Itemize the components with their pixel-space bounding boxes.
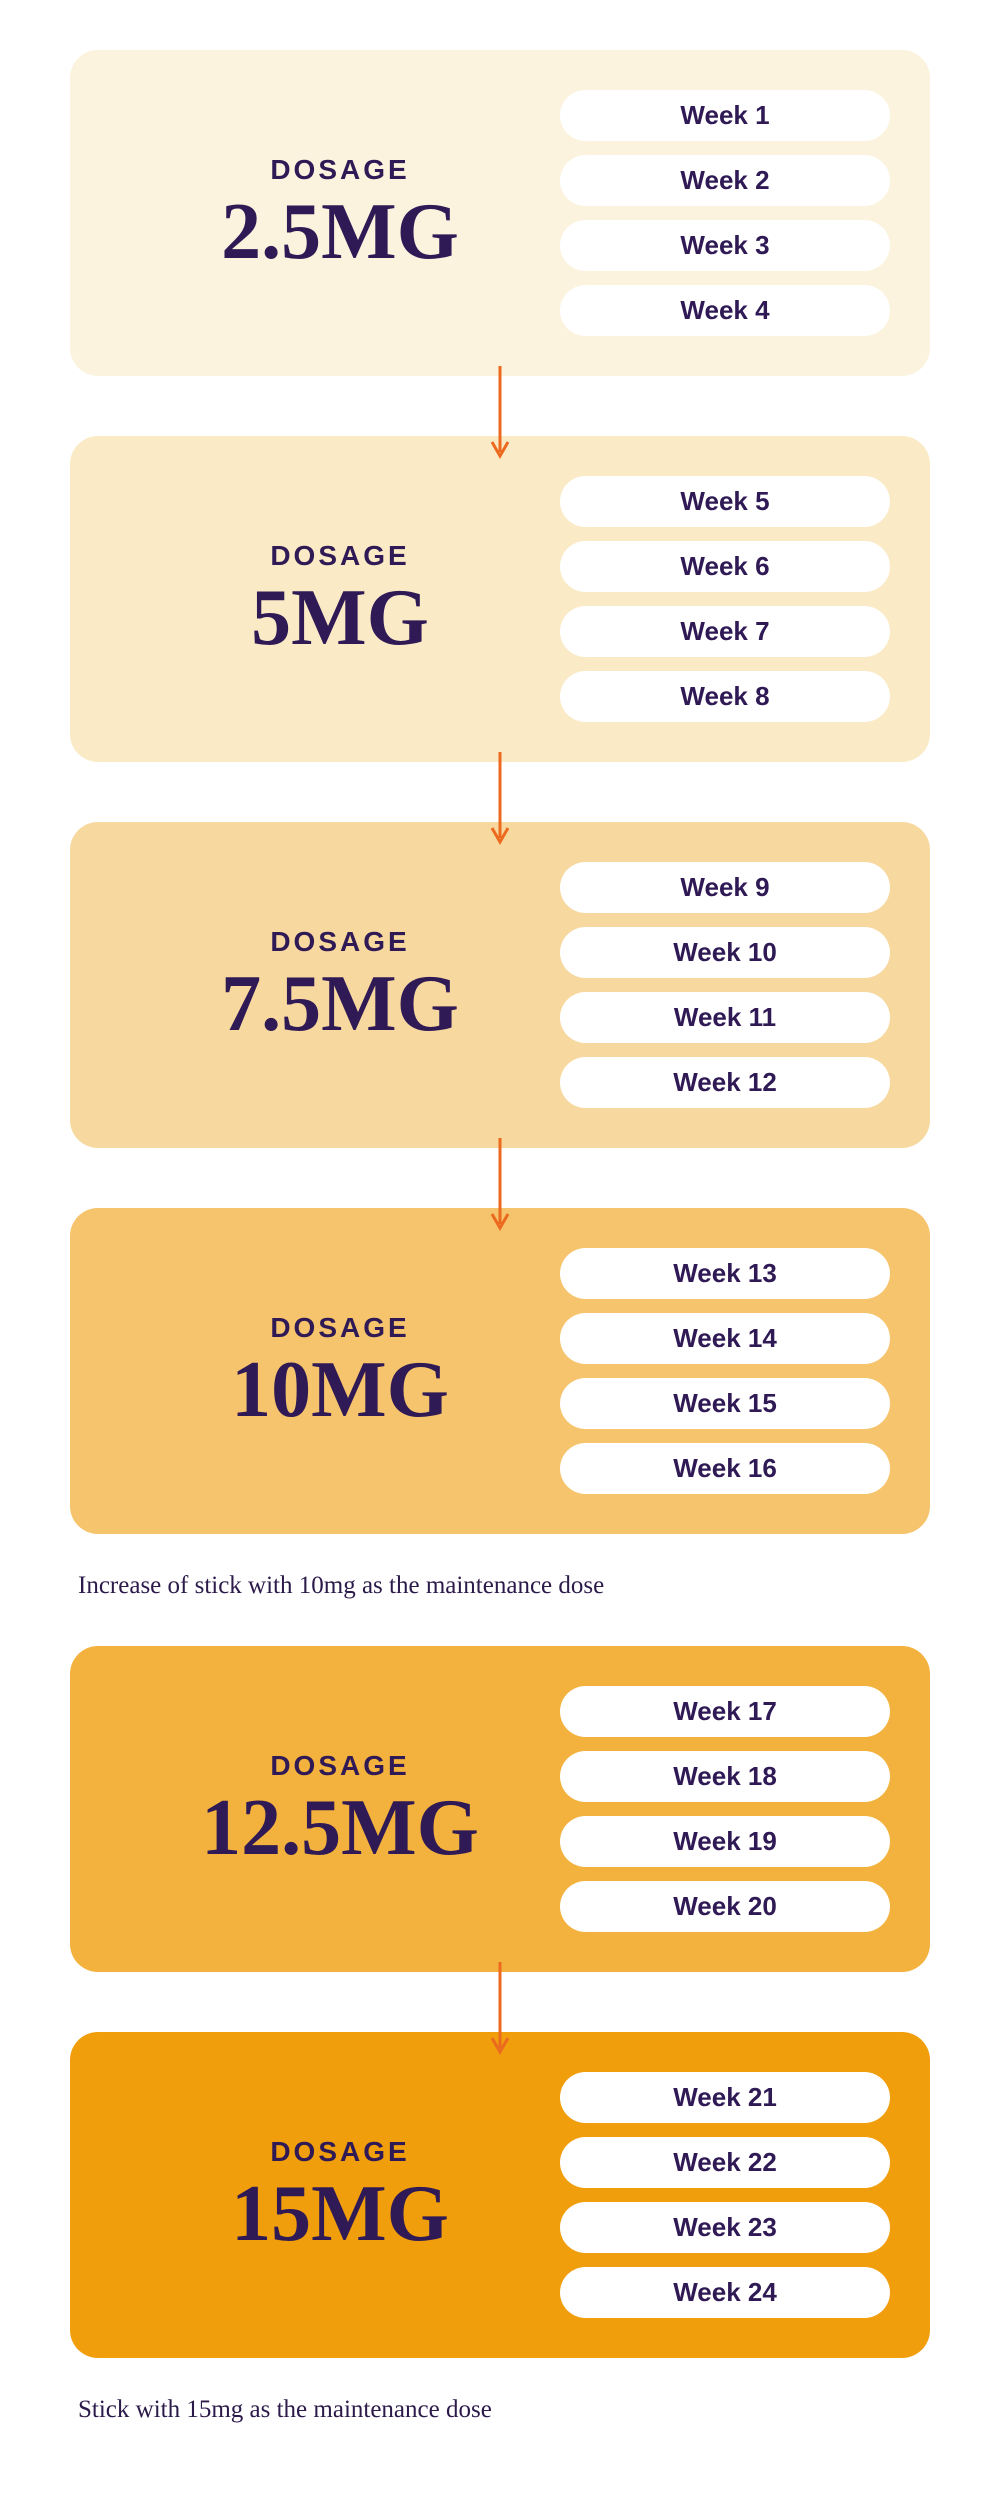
dosage-label: DOSAGE <box>270 1312 409 1344</box>
dosage-schedule-infographic: DOSAGE2.5MGWeek 1Week 2Week 3Week 4DOSAG… <box>70 50 930 2470</box>
dosage-value: 15MG <box>231 2174 449 2254</box>
dosage-label: DOSAGE <box>270 2136 409 2168</box>
dosage-label: DOSAGE <box>270 1750 409 1782</box>
dosage-card-left: DOSAGE 10MG <box>120 1312 560 1430</box>
maintenance-note: Increase of stick with 10mg as the maint… <box>78 1572 930 1600</box>
week-list: Week 13 Week 14 Week 15 Week 16 <box>560 1248 890 1494</box>
week-pill: Week 13 <box>560 1248 890 1299</box>
week-pill: Week 8 <box>560 671 890 722</box>
week-pill: Week 16 <box>560 1443 890 1494</box>
week-pill: Week 14 <box>560 1313 890 1364</box>
dosage-card-1: DOSAGE 2.5MG Week 1 Week 2 Week 3 Week 4 <box>70 50 930 376</box>
week-pill: Week 21 <box>560 2072 890 2123</box>
dosage-card-3: DOSAGE 7.5MG Week 9 Week 10 Week 11 Week 12 <box>70 822 930 1148</box>
week-list: Week 21 Week 22 Week 23 Week 24 <box>560 2072 890 2318</box>
dosage-card-6: DOSAGE 15MG Week 21 Week 22 Week 23 Week 24 <box>70 2032 930 2358</box>
dosage-value: 5MG <box>251 578 429 658</box>
dosage-card-2: DOSAGE 5MG Week 5 Week 6 Week 7 Week 8 <box>70 436 930 762</box>
dosage-card-left: DOSAGE 2.5MG <box>120 154 560 272</box>
week-pill: Week 20 <box>560 1881 890 1932</box>
dosage-label: DOSAGE <box>270 540 409 572</box>
dosage-card-4: DOSAGE 10MG Week 13 Week 14 Week 15 Week 16 <box>70 1208 930 1534</box>
week-list: Week 1 Week 2 Week 3 Week 4 <box>560 90 890 336</box>
week-pill: Week 18 <box>560 1751 890 1802</box>
week-pill: Week 6 <box>560 541 890 592</box>
week-list: Week 5 Week 6 Week 7 Week 8 <box>560 476 890 722</box>
week-pill: Week 22 <box>560 2137 890 2188</box>
dosage-card-left: DOSAGE 5MG <box>120 540 560 658</box>
down-arrow-icon <box>70 1138 930 1228</box>
week-pill: Week 12 <box>560 1057 890 1108</box>
dosage-value: 12.5MG <box>201 1788 479 1868</box>
dosage-card-left: DOSAGE 12.5MG <box>120 1750 560 1868</box>
down-arrow-icon <box>70 1962 930 2052</box>
dosage-card-5: DOSAGE 12.5MG Week 17 Week 18 Week 19 Week 20 <box>70 1646 930 1972</box>
down-arrow-icon <box>70 366 930 456</box>
down-arrow-icon <box>70 752 930 842</box>
dosage-label: DOSAGE <box>270 926 409 958</box>
week-pill: Week 11 <box>560 992 890 1043</box>
maintenance-note: Stick with 15mg as the maintenance dose <box>78 2396 930 2424</box>
dosage-value: 7.5MG <box>221 964 459 1044</box>
week-pill: Week 19 <box>560 1816 890 1867</box>
week-pill: Week 10 <box>560 927 890 978</box>
week-pill: Week 7 <box>560 606 890 657</box>
week-pill: Week 24 <box>560 2267 890 2318</box>
dosage-value: 2.5MG <box>221 192 459 272</box>
week-pill: Week 23 <box>560 2202 890 2253</box>
dosage-card-left: DOSAGE 7.5MG <box>120 926 560 1044</box>
dosage-value: 10MG <box>231 1350 449 1430</box>
week-pill: Week 17 <box>560 1686 890 1737</box>
week-list: Week 17 Week 18 Week 19 Week 20 <box>560 1686 890 1932</box>
week-pill: Week 4 <box>560 285 890 336</box>
dosage-label: DOSAGE <box>270 154 409 186</box>
week-pill: Week 2 <box>560 155 890 206</box>
week-pill: Week 15 <box>560 1378 890 1429</box>
week-pill: Week 3 <box>560 220 890 271</box>
dosage-card-left: DOSAGE 15MG <box>120 2136 560 2254</box>
week-pill: Week 5 <box>560 476 890 527</box>
week-pill: Week 1 <box>560 90 890 141</box>
week-list: Week 9 Week 10 Week 11 Week 12 <box>560 862 890 1108</box>
week-pill: Week 9 <box>560 862 890 913</box>
